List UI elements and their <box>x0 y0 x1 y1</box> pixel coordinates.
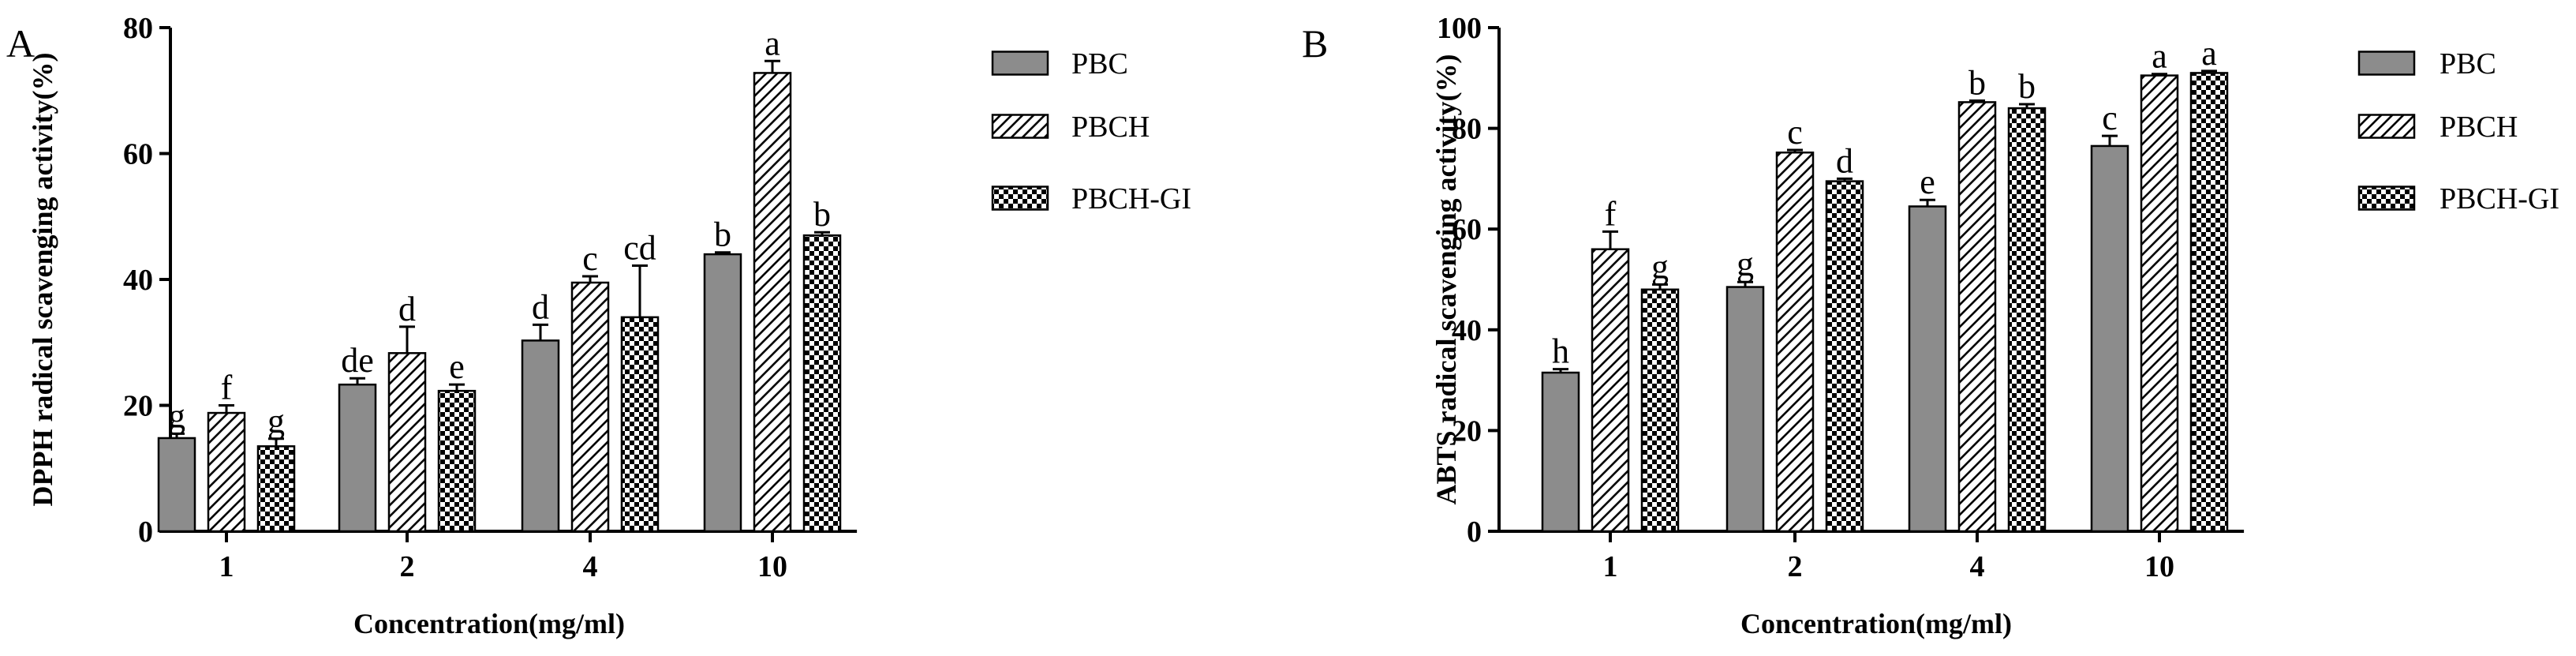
bar <box>157 437 196 533</box>
significance-label: g <box>1651 247 1669 286</box>
significance-label: c <box>2102 99 2118 137</box>
bar <box>1541 371 1580 533</box>
y-tick-label: 0 <box>1467 515 1482 549</box>
significance-label: d <box>1836 141 1853 180</box>
x-tick-label: 1 <box>1603 550 1618 583</box>
significance-label: b <box>813 195 831 234</box>
panel-label: A <box>6 21 35 66</box>
bar <box>703 253 742 533</box>
chart-panel-b: B 0 20 40 60 80 100 1 2 4 10 h g e c f c b a g d b a ABTS radic… <box>1302 12 2559 639</box>
legend: PBC PBCH PBCH-GI <box>991 47 1191 216</box>
x-tick-label: 2 <box>400 550 415 583</box>
y-axis-title: DPPH radical scavenging activity(%) <box>27 53 58 507</box>
bar <box>387 352 427 533</box>
bar <box>1775 151 1815 533</box>
significance-label: c <box>1787 113 1803 152</box>
x-axis-title: Concentration(mg/ml) <box>1740 608 2012 639</box>
bar <box>1725 286 1765 533</box>
significance-label: c <box>582 239 598 278</box>
x-tick-label: 10 <box>757 550 787 583</box>
bar <box>521 339 560 533</box>
significance-label: b <box>1968 64 1986 103</box>
y-tick-label: 0 <box>138 515 153 549</box>
bar <box>2140 74 2179 533</box>
x-tick-label: 10 <box>2144 550 2174 583</box>
significance-label: g <box>267 402 285 440</box>
y-tick-label: 20 <box>1452 414 1482 448</box>
significance-label: a <box>765 24 780 62</box>
legend-swatch <box>991 186 1049 211</box>
significance-label: d <box>532 287 549 326</box>
x-tick-label: 2 <box>1788 550 1803 583</box>
x-tick-label: 4 <box>1970 550 1985 583</box>
bar <box>1908 205 1947 533</box>
x-axis-title: Concentration(mg/ml) <box>353 608 625 639</box>
legend-label: PBC <box>2440 47 2496 81</box>
x-tick-label: 1 <box>219 550 234 583</box>
significance-label: d <box>398 290 416 328</box>
significance-label: b <box>2018 67 2036 106</box>
bar <box>1825 180 1864 533</box>
x-tick-label: 4 <box>583 550 598 583</box>
bar <box>1591 248 1630 533</box>
y-tick-label: 40 <box>1452 314 1482 347</box>
y-tick-label: 20 <box>123 390 153 423</box>
legend-swatch <box>991 51 1049 76</box>
legend-swatch <box>991 114 1049 139</box>
legend-label: PBCH-GI <box>1071 182 1191 216</box>
y-tick-label: 40 <box>123 264 153 297</box>
bar <box>256 445 296 533</box>
bar <box>2090 144 2129 533</box>
y-axis-title: ABTS radical scavenging activity(%) <box>1430 54 1462 505</box>
bar <box>2189 72 2229 533</box>
significance-label: e <box>1920 163 1935 201</box>
y-tick-label: 80 <box>1452 113 1482 146</box>
significance-label: g <box>168 396 185 435</box>
bar <box>570 281 610 533</box>
legend-label: PBCH <box>2440 111 2518 144</box>
legend-label: PBC <box>1071 47 1128 81</box>
y-tick-label: 60 <box>1452 213 1482 246</box>
significance-label: b <box>714 216 731 254</box>
y-tick-label: 100 <box>1437 12 1482 45</box>
significance-label: cd <box>623 228 656 267</box>
y-tick-label: 80 <box>123 12 153 45</box>
significance-label: f <box>1605 194 1617 233</box>
bar <box>2007 107 2047 533</box>
bar <box>1640 288 1680 533</box>
bar <box>207 411 246 533</box>
bar <box>338 383 377 533</box>
significance-label: f <box>221 369 233 407</box>
bar <box>620 316 660 533</box>
panel-label: B <box>1302 21 1328 66</box>
significance-label: a <box>2152 37 2167 76</box>
legend-label: PBCH <box>1071 111 1150 144</box>
significance-label: e <box>449 347 465 386</box>
bar <box>753 72 792 533</box>
legend: PBC PBCH PBCH-GI <box>2357 47 2559 216</box>
significance-label: de <box>341 341 374 380</box>
bar <box>437 389 477 533</box>
legend-swatch <box>2357 51 2416 76</box>
bar <box>802 234 842 533</box>
y-tick-label: 60 <box>123 138 153 171</box>
legend-swatch <box>2357 186 2416 211</box>
significance-label: a <box>2201 34 2217 73</box>
legend-swatch <box>2357 114 2416 139</box>
legend-label: PBCH-GI <box>2440 182 2559 216</box>
significance-label: g <box>1737 245 1754 283</box>
bar <box>1957 101 1997 533</box>
significance-label: h <box>1552 332 1569 371</box>
